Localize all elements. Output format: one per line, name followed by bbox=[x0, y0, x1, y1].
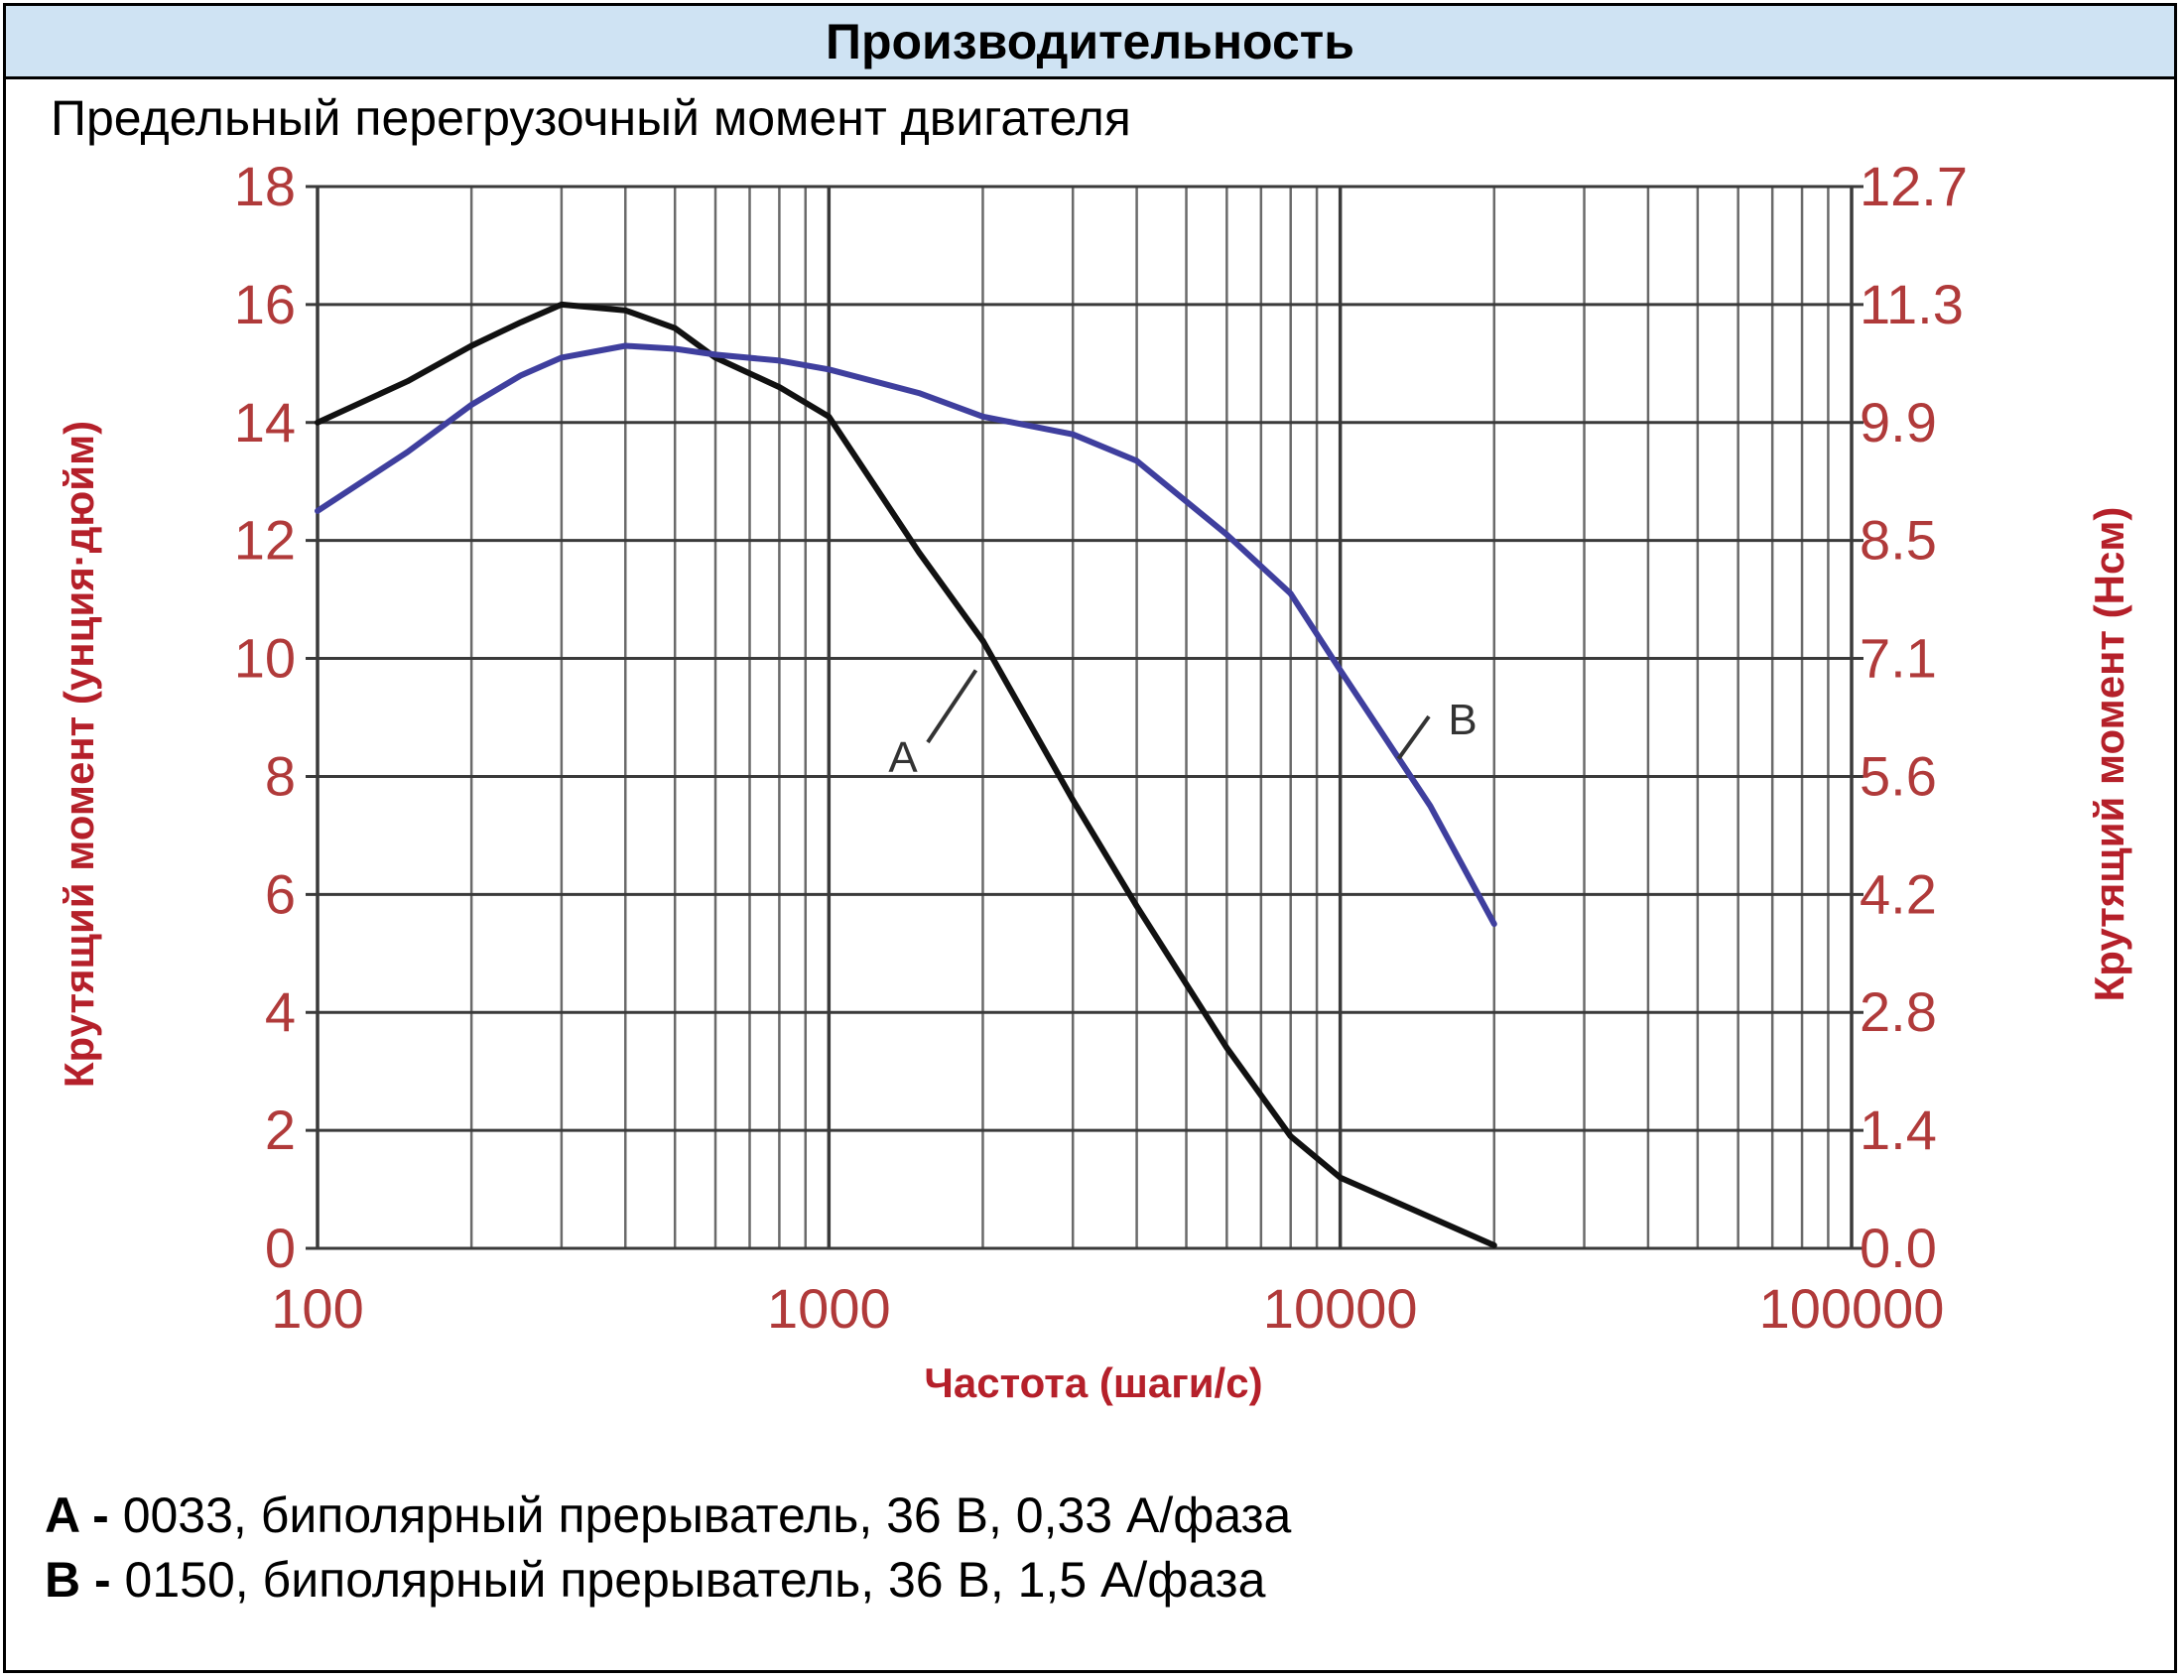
y-tick-label: 4 bbox=[265, 980, 296, 1043]
y-tick-label: 6 bbox=[265, 862, 296, 925]
y2-tick-label: 11.3 bbox=[1860, 273, 1964, 335]
series-a-leader bbox=[926, 669, 978, 744]
y-tick-label: 10 bbox=[234, 627, 296, 690]
legend-item-a: A - 0033, биполярный прерыватель, 36 В, … bbox=[45, 1486, 1291, 1544]
y2-tick-label: 5.6 bbox=[1860, 744, 1937, 807]
series-b-leader bbox=[1396, 714, 1431, 760]
legend-text-b: 0150, биполярный прерыватель, 36 В, 1,5 … bbox=[110, 1552, 1266, 1608]
x-tick-label: 1000 bbox=[767, 1277, 891, 1340]
x-axis-title: Частота (шаги/с) bbox=[924, 1359, 1262, 1406]
y-axis-title-left: Крутящий момент (унция·дюйм) bbox=[56, 421, 102, 1088]
chart-subtitle: Предельный перегрузочный момент двигател… bbox=[51, 90, 1131, 146]
y2-tick-label: 7.1 bbox=[1860, 627, 1937, 690]
y2-tick-label: 12.7 bbox=[1860, 155, 1968, 217]
x-tick-label: 100 bbox=[271, 1277, 363, 1340]
legend-text-a: 0033, биполярный прерыватель, 36 В, 0,33… bbox=[108, 1487, 1292, 1543]
y-tick-label: 0 bbox=[265, 1217, 296, 1279]
x-tick-label: 100000 bbox=[1759, 1277, 1945, 1340]
y2-tick-label: 0.0 bbox=[1860, 1217, 1937, 1279]
series-line-a bbox=[315, 301, 1497, 1248]
legend-key-b: B - bbox=[45, 1552, 111, 1608]
legend-key-a: A - bbox=[45, 1487, 109, 1543]
panel-frame: Производительность Предельный перегрузоч… bbox=[3, 3, 2177, 1673]
series-a-label: A bbox=[888, 733, 918, 782]
y2-tick-label: 4.2 bbox=[1860, 862, 1937, 925]
chart-grid bbox=[306, 185, 1863, 1250]
legend-item-b: B - 0150, биполярный прерыватель, 36 В, … bbox=[45, 1551, 1265, 1609]
x-tick-label: 10000 bbox=[1263, 1277, 1418, 1340]
y-tick-label: 18 bbox=[234, 155, 296, 217]
series-line-b bbox=[315, 342, 1497, 928]
y2-tick-label: 9.9 bbox=[1860, 391, 1937, 453]
panel-header: Производительность bbox=[6, 6, 2174, 79]
y-tick-label: 2 bbox=[265, 1098, 296, 1161]
y-tick-label: 8 bbox=[265, 744, 296, 807]
chart-ticks: 0 2 4 6 8 10 12 14 16 18 0.0 1.4 2.8 4.2 5.6 7.1 8.5 9.9 1… bbox=[234, 155, 1968, 1340]
y-tick-label: 14 bbox=[234, 391, 296, 453]
y2-tick-label: 2.8 bbox=[1860, 980, 1937, 1043]
y2-tick-label: 1.4 bbox=[1860, 1098, 1937, 1161]
chart-curves: AB bbox=[315, 301, 1497, 1248]
series-b-label: B bbox=[1448, 696, 1477, 744]
y2-tick-label: 8.5 bbox=[1860, 509, 1937, 572]
y-axis-title-right: Крутящий момент (Нсм) bbox=[2086, 507, 2132, 1002]
y-tick-label: 12 bbox=[234, 509, 296, 572]
y-tick-label: 16 bbox=[234, 273, 296, 335]
